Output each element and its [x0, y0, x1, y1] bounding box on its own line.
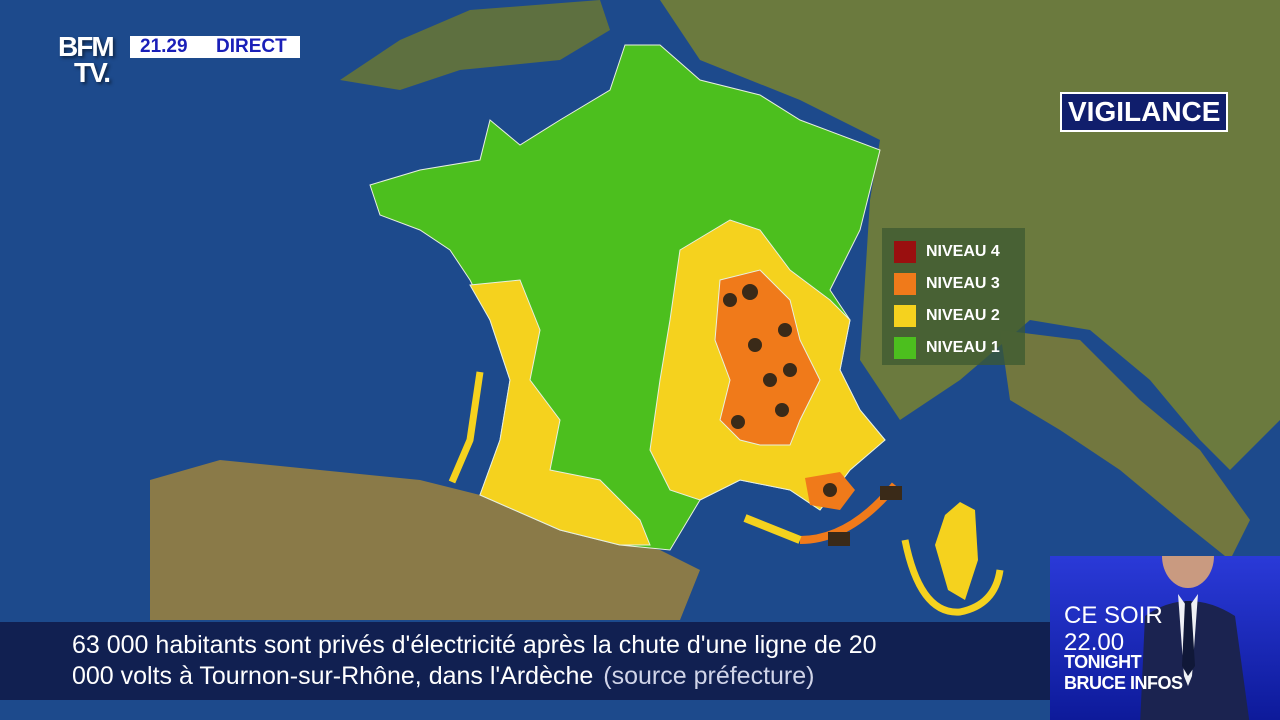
snow-icon	[748, 338, 762, 352]
corsica-coast-level2	[901, 539, 1004, 616]
wave-icon	[880, 486, 902, 500]
snow-icon	[823, 483, 837, 497]
promo-line-2: 22.00	[1064, 629, 1125, 656]
italy-land	[1000, 330, 1250, 560]
map-legend: NIVEAU 4 NIVEAU 3 NIVEAU 2 NIVEAU 1	[882, 228, 1025, 365]
legend-item-niveau-1: NIVEAU 1	[882, 332, 1025, 364]
promo-show: TONIGHT BRUCE INFOS	[1064, 652, 1183, 694]
legend-label: NIVEAU 1	[926, 339, 1000, 356]
corsica-level2	[935, 502, 978, 600]
promo-show-1: TONIGHT	[1064, 652, 1142, 672]
coast-atlantic-level2	[448, 371, 484, 484]
snow-icon	[775, 403, 789, 417]
promo-show-2: BRUCE INFOS	[1064, 673, 1183, 693]
legend-item-niveau-3: NIVEAU 3	[882, 268, 1025, 300]
snow-icon	[783, 363, 797, 377]
promo-line-1: CE SOIR	[1064, 602, 1163, 629]
legend-swatch	[894, 337, 916, 359]
legend-swatch	[894, 241, 916, 263]
presenter-image	[1140, 556, 1250, 720]
ice-icon	[723, 293, 737, 307]
legend-item-niveau-2: NIVEAU 2	[882, 300, 1025, 332]
wave-icon	[828, 532, 850, 546]
clock-bar: 21.29 DIRECT	[130, 36, 300, 58]
live-label: DIRECT	[216, 36, 287, 57]
ticker-line-2-text: 000 volts à Tournon-sur-Rhône, dans l'Ar…	[72, 662, 594, 690]
ice-icon	[731, 415, 745, 429]
show-promo: CE SOIR 22.00 TONIGHT BRUCE INFOS	[1050, 556, 1280, 720]
ticker-line-1: 63 000 habitants sont privés d'électrici…	[72, 631, 877, 659]
ice-icon	[763, 373, 777, 387]
england-land	[340, 0, 610, 90]
legend-label: NIVEAU 3	[926, 275, 1000, 292]
france-level2-west	[469, 279, 651, 546]
clock-time: 21.29	[140, 36, 188, 57]
legend-swatch	[894, 273, 916, 295]
legend-item-niveau-4: NIVEAU 4	[882, 236, 1025, 268]
map-title: VIGILANCE	[1060, 92, 1229, 132]
coast-med-level2	[743, 514, 802, 544]
snow-icon	[742, 284, 758, 300]
legend-label: NIVEAU 4	[926, 243, 1000, 260]
spain-land	[150, 460, 700, 620]
hazard-icons	[723, 284, 902, 546]
bfmtv-logo: BFM TV.	[58, 31, 115, 88]
news-ticker: 63 000 habitants sont privés d'électrici…	[0, 622, 1050, 700]
ticker-source: (source préfecture)	[603, 662, 815, 690]
france-level3-zone	[714, 269, 821, 446]
promo-time: CE SOIR 22.00	[1064, 602, 1163, 656]
snow-icon	[778, 323, 792, 337]
legend-swatch	[894, 305, 916, 327]
legend-label: NIVEAU 2	[926, 307, 1000, 324]
ticker-line-2: 000 volts à Tournon-sur-Rhône, dans l'Ar…	[72, 661, 815, 692]
